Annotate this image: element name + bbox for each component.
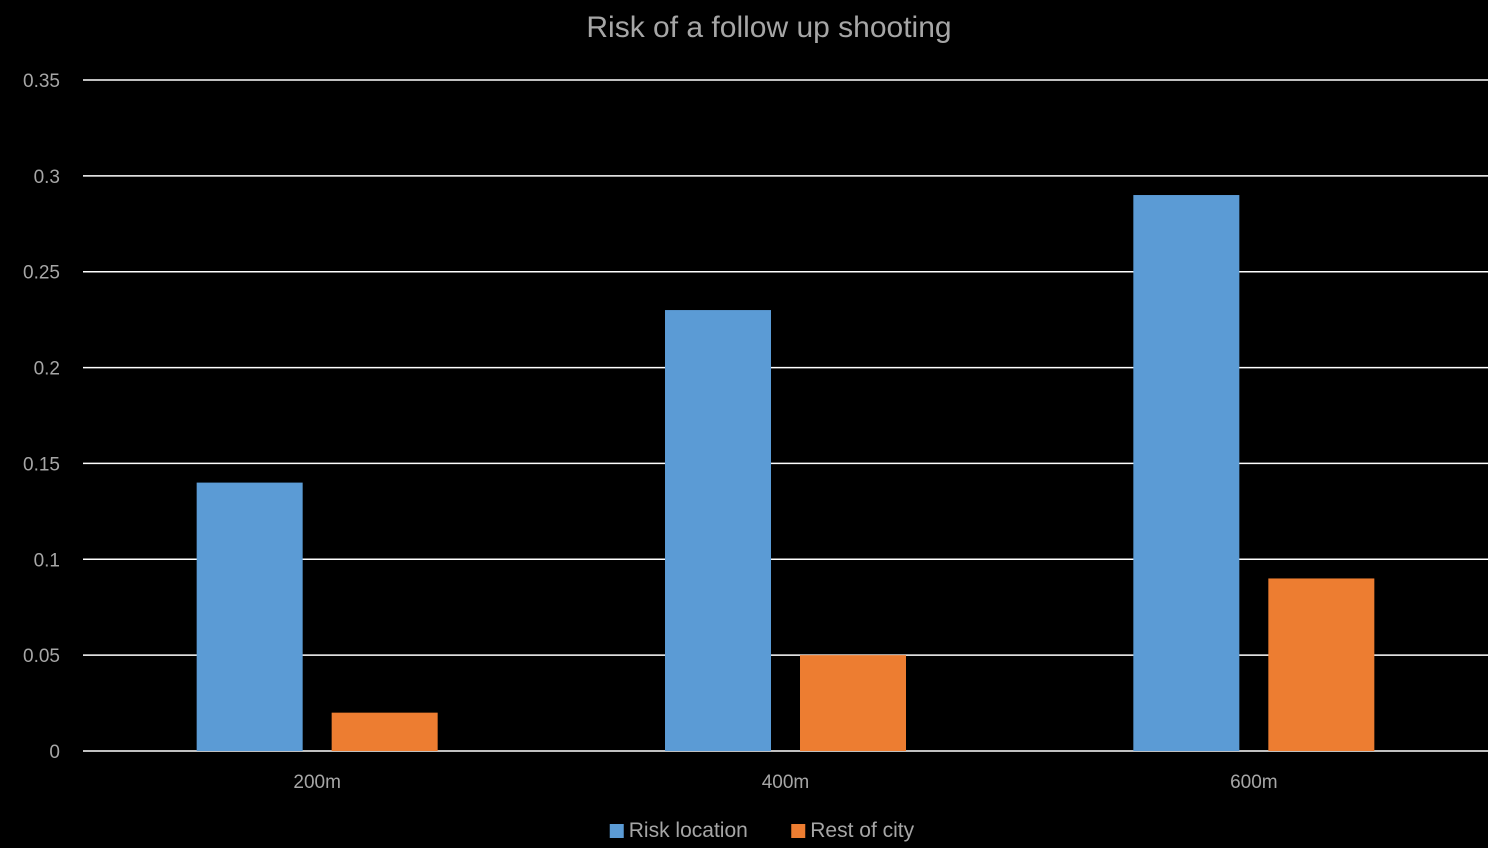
y-tick-label: 0.25: [23, 263, 60, 284]
bar-rest-of-city-600m: [1268, 578, 1375, 751]
y-tick-label: 0.15: [23, 454, 60, 475]
y-tick-label: 0.1: [34, 550, 60, 571]
x-tick-label: 600m: [1230, 772, 1278, 793]
y-tick-label: 0: [49, 742, 60, 763]
legend-swatch-0: [609, 824, 624, 838]
bar-rest-of-city-400m: [800, 655, 906, 751]
x-tick-label: 400m: [762, 772, 810, 793]
y-tick-label: 0.3: [34, 167, 60, 188]
legend-swatch-1: [791, 824, 806, 838]
y-tick-label: 0.35: [23, 71, 60, 92]
bar-risk-location-600m: [1133, 195, 1240, 751]
x-axis-ticks: 200m 400m 600m: [293, 772, 1277, 793]
bar-risk-location-400m: [665, 310, 771, 751]
y-tick-label: 0.2: [34, 359, 60, 380]
gridlines: [83, 79, 1488, 752]
bar-risk-location-200m: [196, 482, 303, 751]
bars: [196, 195, 1375, 751]
y-axis-ticks: 0 0.05 0.1 0.15 0.2 0.25 0.3 0.35: [23, 71, 60, 763]
bar-rest-of-city-200m: [331, 712, 438, 751]
legend: Risk location Rest of city: [609, 819, 915, 842]
legend-label: Risk location: [629, 819, 748, 842]
legend-label: Rest of city: [810, 819, 914, 842]
chart-title: Risk of a follow up shooting: [586, 11, 951, 44]
x-tick-label: 200m: [293, 772, 341, 793]
y-tick-label: 0.05: [23, 646, 60, 667]
